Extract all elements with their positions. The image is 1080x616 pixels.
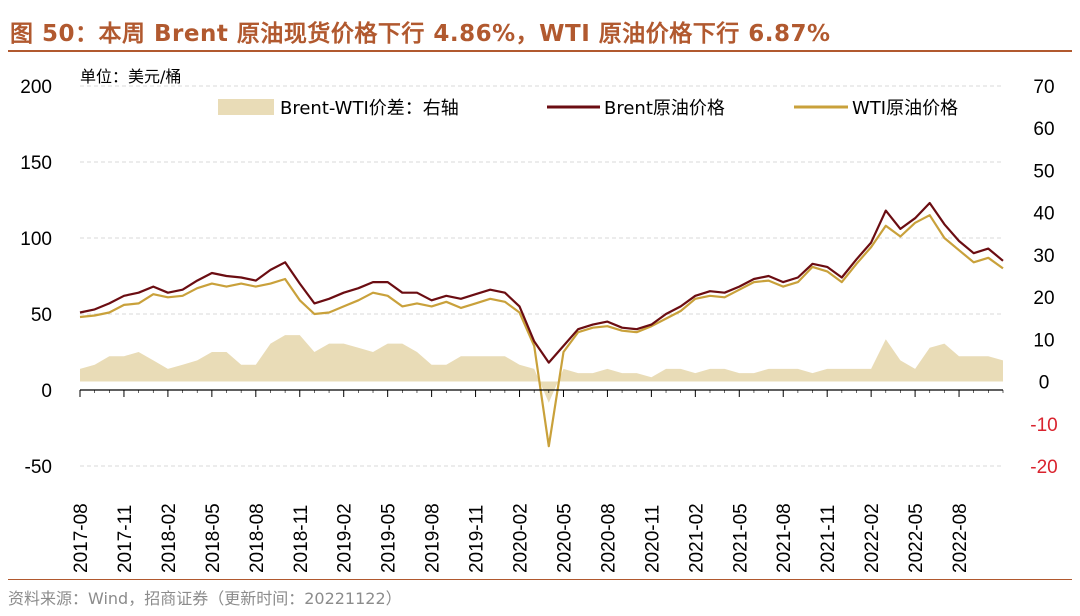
right-tick-label: 70 (1033, 77, 1054, 98)
source-note: 资料来源：Wind，招商证券（更新时间：20221122） (8, 589, 402, 608)
x-tick-label: 2020-02 (511, 503, 532, 573)
x-tick-label: 2019-08 (423, 503, 444, 573)
x-tick-label: 2018-05 (203, 503, 224, 573)
right-tick-label: -20 (1030, 457, 1057, 478)
title-divider (8, 50, 1072, 52)
right-tick-label: 40 (1033, 204, 1054, 225)
x-tick-label: 2020-11 (642, 505, 663, 573)
x-tick-label: 2019-02 (335, 503, 356, 573)
axes: -50 0 50 100 150 200 -20 -10 0 10 20 30 40 50 60 70 2017… (20, 77, 1057, 573)
left-tick-label: 100 (20, 229, 52, 250)
spread-area-series (80, 335, 1003, 403)
spread-area (80, 335, 1003, 403)
x-tick-label: 2019-11 (467, 505, 488, 573)
x-tick-label: 2020-08 (598, 503, 619, 573)
chart-title: 图 50：本周 Brent 原油现货价格下行 4.86%，WTI 原油价格下行 … (10, 21, 831, 47)
x-tick-label: 2021-02 (686, 503, 707, 573)
x-tick-label: 2018-08 (247, 503, 268, 573)
right-tick-label: 60 (1033, 119, 1054, 140)
x-tick-label: 2022-05 (906, 503, 927, 573)
footer-divider (8, 579, 1072, 580)
right-tick-label: 10 (1033, 330, 1054, 351)
right-tick-label: -10 (1030, 415, 1057, 436)
x-tick-label: 2021-08 (774, 503, 795, 573)
right-tick-label: 30 (1033, 246, 1054, 267)
right-tick-label: 50 (1033, 161, 1054, 182)
price-lines (79, 201, 1004, 448)
x-tick-label: 2022-02 (862, 503, 883, 573)
x-tick-label: 2022-08 (950, 503, 971, 573)
x-tick-label: 2017-11 (115, 505, 136, 573)
legend-swatch-spread (218, 99, 274, 115)
x-tick-label: 2017-08 (71, 503, 92, 573)
left-tick-label: 50 (31, 305, 52, 326)
legend-label-spread: Brent-WTI价差：右轴 (280, 98, 459, 119)
x-tick-label: 2020-05 (554, 503, 575, 573)
left-tick-label: 0 (41, 381, 52, 402)
x-tick-label: 2018-02 (159, 503, 180, 573)
legend: Brent-WTI价差：右轴 Brent原油价格 WTI原油价格 (218, 98, 958, 119)
left-tick-label: -50 (25, 457, 52, 478)
brent-line (79, 201, 1004, 364)
legend-label-wti: WTI原油价格 (852, 98, 958, 119)
right-tick-label: 0 (1039, 373, 1050, 394)
x-tick-label: 2019-05 (379, 503, 400, 573)
left-tick-label: 200 (20, 77, 52, 98)
gridlines (80, 85, 1003, 467)
x-tick-label: 2021-11 (818, 505, 839, 573)
x-tick-label: 2018-11 (291, 505, 312, 573)
x-tick-label: 2021-05 (730, 503, 751, 573)
wti-line (79, 214, 1004, 448)
unit-label: 单位：美元/桶 (80, 67, 181, 86)
left-tick-label: 150 (20, 153, 52, 174)
right-tick-label: 20 (1033, 288, 1054, 309)
legend-label-brent: Brent原油价格 (604, 98, 725, 119)
